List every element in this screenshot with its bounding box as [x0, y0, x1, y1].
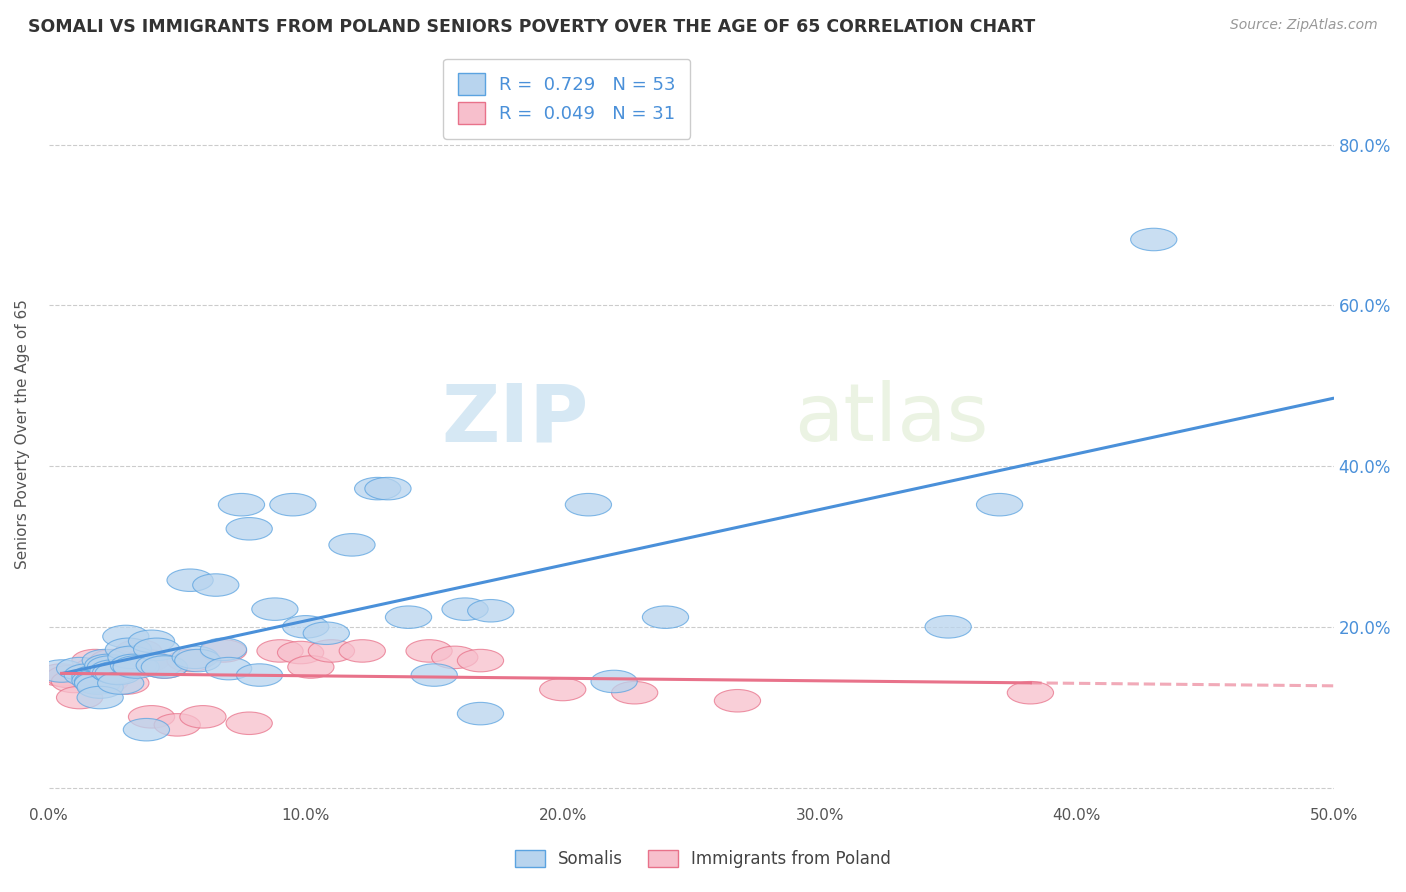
- Ellipse shape: [56, 657, 103, 680]
- Ellipse shape: [205, 657, 252, 680]
- Ellipse shape: [226, 712, 273, 734]
- Ellipse shape: [115, 640, 162, 662]
- Ellipse shape: [612, 681, 658, 704]
- Ellipse shape: [136, 654, 183, 677]
- Ellipse shape: [252, 598, 298, 621]
- Ellipse shape: [77, 686, 124, 709]
- Ellipse shape: [90, 649, 136, 672]
- Ellipse shape: [56, 686, 103, 709]
- Ellipse shape: [925, 615, 972, 638]
- Ellipse shape: [46, 665, 93, 688]
- Ellipse shape: [976, 493, 1022, 516]
- Ellipse shape: [277, 641, 323, 664]
- Ellipse shape: [354, 477, 401, 500]
- Text: atlas: atlas: [794, 380, 988, 458]
- Ellipse shape: [339, 640, 385, 662]
- Ellipse shape: [134, 638, 180, 661]
- Ellipse shape: [288, 656, 335, 678]
- Ellipse shape: [124, 649, 170, 672]
- Ellipse shape: [167, 649, 214, 672]
- Ellipse shape: [77, 676, 124, 698]
- Ellipse shape: [128, 630, 174, 653]
- Ellipse shape: [283, 615, 329, 638]
- Ellipse shape: [38, 660, 84, 682]
- Ellipse shape: [304, 622, 350, 645]
- Ellipse shape: [167, 569, 214, 591]
- Ellipse shape: [385, 606, 432, 629]
- Ellipse shape: [457, 649, 503, 672]
- Ellipse shape: [411, 664, 457, 686]
- Ellipse shape: [193, 574, 239, 596]
- Ellipse shape: [112, 656, 159, 678]
- Ellipse shape: [406, 640, 453, 662]
- Ellipse shape: [643, 606, 689, 629]
- Ellipse shape: [565, 493, 612, 516]
- Ellipse shape: [103, 625, 149, 648]
- Ellipse shape: [52, 670, 97, 693]
- Legend: R =  0.729   N = 53, R =  0.049   N = 31: R = 0.729 N = 53, R = 0.049 N = 31: [443, 59, 690, 139]
- Ellipse shape: [364, 477, 411, 500]
- Ellipse shape: [90, 660, 136, 682]
- Ellipse shape: [329, 533, 375, 556]
- Ellipse shape: [308, 640, 354, 662]
- Ellipse shape: [97, 654, 143, 677]
- Ellipse shape: [714, 690, 761, 712]
- Ellipse shape: [257, 640, 304, 662]
- Ellipse shape: [457, 702, 503, 725]
- Ellipse shape: [180, 706, 226, 728]
- Ellipse shape: [96, 662, 141, 685]
- Ellipse shape: [72, 669, 118, 692]
- Ellipse shape: [468, 599, 513, 622]
- Ellipse shape: [84, 654, 131, 677]
- Ellipse shape: [1007, 681, 1053, 704]
- Ellipse shape: [591, 670, 637, 693]
- Y-axis label: Seniors Poverty Over the Age of 65: Seniors Poverty Over the Age of 65: [15, 299, 30, 569]
- Ellipse shape: [236, 664, 283, 686]
- Text: SOMALI VS IMMIGRANTS FROM POLAND SENIORS POVERTY OVER THE AGE OF 65 CORRELATION : SOMALI VS IMMIGRANTS FROM POLAND SENIORS…: [28, 18, 1035, 36]
- Ellipse shape: [201, 640, 246, 662]
- Ellipse shape: [141, 656, 187, 678]
- Ellipse shape: [128, 706, 174, 728]
- Ellipse shape: [1130, 228, 1177, 251]
- Ellipse shape: [97, 672, 143, 694]
- Ellipse shape: [441, 598, 488, 621]
- Ellipse shape: [103, 672, 149, 694]
- Ellipse shape: [540, 678, 586, 701]
- Ellipse shape: [172, 646, 218, 669]
- Ellipse shape: [87, 656, 134, 678]
- Ellipse shape: [141, 656, 187, 678]
- Ellipse shape: [72, 665, 118, 688]
- Ellipse shape: [65, 664, 111, 686]
- Legend: Somalis, Immigrants from Poland: Somalis, Immigrants from Poland: [508, 843, 898, 875]
- Ellipse shape: [93, 661, 139, 684]
- Ellipse shape: [108, 646, 155, 669]
- Text: Source: ZipAtlas.com: Source: ZipAtlas.com: [1230, 18, 1378, 32]
- Ellipse shape: [124, 718, 170, 741]
- Ellipse shape: [270, 493, 316, 516]
- Text: ZIP: ZIP: [441, 380, 588, 458]
- Ellipse shape: [38, 664, 84, 686]
- Ellipse shape: [72, 649, 118, 672]
- Ellipse shape: [226, 517, 273, 540]
- Ellipse shape: [82, 670, 128, 693]
- Ellipse shape: [75, 657, 121, 680]
- Ellipse shape: [432, 646, 478, 669]
- Ellipse shape: [201, 638, 246, 661]
- Ellipse shape: [155, 714, 201, 736]
- Ellipse shape: [174, 649, 221, 672]
- Ellipse shape: [218, 493, 264, 516]
- Ellipse shape: [111, 654, 156, 677]
- Ellipse shape: [82, 649, 128, 672]
- Ellipse shape: [75, 672, 121, 694]
- Ellipse shape: [75, 670, 121, 693]
- Ellipse shape: [105, 638, 152, 661]
